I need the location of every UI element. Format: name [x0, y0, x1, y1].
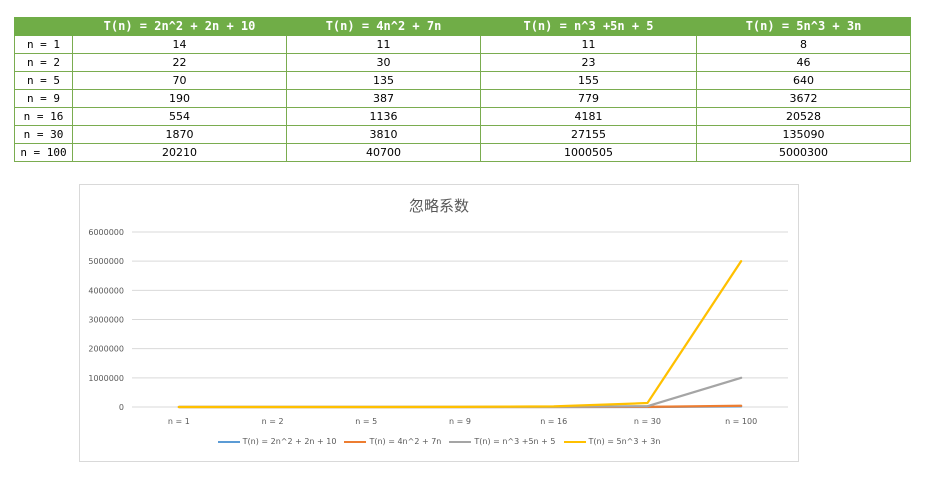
data-table-container: T(n) = 2n^2 + 2n + 10 T(n) = 4n^2 + 7n T… — [14, 17, 911, 162]
y-tick-label: 3000000 — [88, 316, 124, 325]
table-cell: 30 — [286, 53, 481, 72]
row-label-cell: n = 1 — [14, 35, 73, 54]
table-cell: 20210 — [72, 143, 287, 162]
table-cell: 22 — [72, 53, 287, 72]
table-row: n = 1 14 11 11 8 — [14, 35, 911, 54]
legend-label: T(n) = 4n^2 + 7n — [369, 437, 442, 446]
series-line-3 — [177, 376, 743, 409]
chart-plot-area: 0 1000000 2000000 3000000 4000000 5000000 6000… — [88, 228, 788, 426]
row-label-cell: n = 2 — [14, 53, 73, 72]
y-tick-label: 2000000 — [88, 345, 124, 354]
table-row: n = 2 22 30 23 46 — [14, 53, 911, 72]
legend-item: T(n) = 4n^2 + 7n — [344, 437, 441, 446]
data-table: T(n) = 2n^2 + 2n + 10 T(n) = 4n^2 + 7n T… — [14, 17, 911, 162]
table-cell: 155 — [480, 71, 697, 90]
table-header-cell: T(n) = n^3 +5n + 5 — [480, 17, 697, 36]
table-cell: 190 — [72, 89, 287, 108]
legend-label: T(n) = 2n^2 + 2n + 10 — [242, 437, 337, 446]
y-tick-label: 5000000 — [88, 257, 124, 266]
table-cell: 40700 — [286, 143, 481, 162]
table-cell: 14 — [72, 35, 287, 54]
table-row: n = 30 1870 3810 27155 135090 — [14, 125, 911, 144]
table-cell: 70 — [72, 71, 287, 90]
table-cell: 11 — [286, 35, 481, 54]
table-header-cell: T(n) = 5n^3 + 3n — [696, 17, 911, 36]
table-cell: 23 — [480, 53, 697, 72]
table-row: n = 5 70 135 155 640 — [14, 71, 911, 90]
table-cell: 135090 — [696, 125, 911, 144]
table-row: n = 9 190 387 779 3672 — [14, 89, 911, 108]
x-tick-label: n = 5 — [355, 417, 377, 426]
chart-legend: T(n) = 2n^2 + 2n + 10 T(n) = 4n^2 + 7n T(n… — [80, 437, 798, 446]
line-chart: 忽略系数 0 1000000 2000000 3000000 4000000 500000… — [79, 184, 799, 462]
x-tick-label: n = 30 — [634, 417, 661, 426]
legend-swatch — [449, 440, 472, 443]
legend-swatch — [217, 440, 240, 443]
x-tick-label: n = 1 — [168, 417, 190, 426]
series-line-4 — [177, 260, 743, 409]
table-cell: 11 — [480, 35, 697, 54]
legend-item: T(n) = 2n^2 + 2n + 10 — [217, 437, 337, 446]
row-label-cell: n = 5 — [14, 71, 73, 90]
table-header-cell: T(n) = 2n^2 + 2n + 10 — [72, 17, 287, 36]
table-cell: 1870 — [72, 125, 287, 144]
table-row: n = 16 554 1136 4181 20528 — [14, 107, 911, 126]
table-cell: 3672 — [696, 89, 911, 108]
table-cell: 20528 — [696, 107, 911, 126]
legend-swatch — [563, 440, 586, 443]
table-cell: 46 — [696, 53, 911, 72]
table-cell: 1136 — [286, 107, 481, 126]
legend-item: T(n) = 5n^3 + 3n — [563, 437, 661, 446]
x-tick-label: n = 16 — [540, 417, 567, 426]
legend-swatch — [344, 440, 367, 443]
row-label-cell: n = 30 — [14, 125, 73, 144]
table-cell: 4181 — [480, 107, 697, 126]
table-cell: 8 — [696, 35, 911, 54]
y-tick-label: 4000000 — [88, 286, 124, 295]
x-tick-label: n = 9 — [449, 417, 471, 426]
legend-item: T(n) = n^3 +5n + 5 — [449, 437, 556, 446]
y-tick-label: 1000000 — [88, 374, 124, 383]
chart-title: 忽略系数 — [408, 197, 469, 215]
table-cell: 5000300 — [696, 143, 911, 162]
table-cell: 554 — [72, 107, 287, 126]
row-label-cell: n = 16 — [14, 107, 73, 126]
table-cell: 640 — [696, 71, 911, 90]
y-tick-label: 0 — [119, 403, 124, 412]
x-tick-label: n = 2 — [262, 417, 284, 426]
table-cell: 27155 — [480, 125, 697, 144]
legend-label: T(n) = n^3 +5n + 5 — [474, 437, 556, 446]
table-header-cell: T(n) = 4n^2 + 7n — [286, 17, 481, 36]
table-cell: 779 — [480, 89, 697, 108]
table-cell: 387 — [286, 89, 481, 108]
table-cell: 3810 — [286, 125, 481, 144]
table-header-cell — [14, 17, 73, 36]
table-row: n = 100 20210 40700 1000505 5000300 — [14, 143, 911, 162]
table-header-row: T(n) = 2n^2 + 2n + 10 T(n) = 4n^2 + 7n T… — [14, 17, 911, 36]
table-cell: 1000505 — [480, 143, 697, 162]
row-label-cell: n = 9 — [14, 89, 73, 108]
x-tick-label: n = 100 — [725, 417, 757, 426]
row-label-cell: n = 100 — [14, 143, 73, 162]
table-cell: 135 — [286, 71, 481, 90]
y-tick-label: 6000000 — [88, 228, 124, 237]
legend-label: T(n) = 5n^3 + 3n — [588, 437, 661, 446]
